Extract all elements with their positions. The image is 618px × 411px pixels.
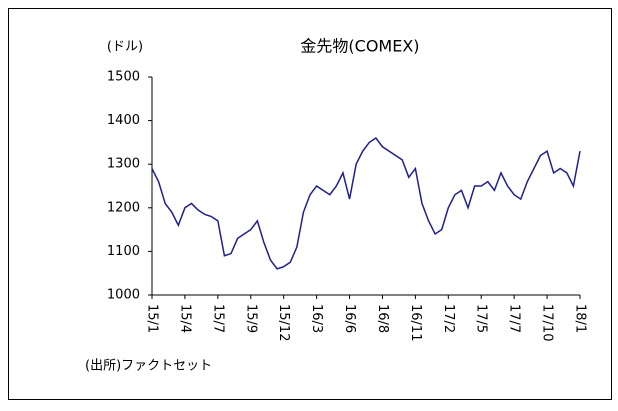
source: (出所)ファクトセット [85,359,212,374]
x-tick-label: 16/3 [309,304,324,333]
x-tick-label: 15/12 [276,304,291,341]
x-tick-label: 16/11 [408,304,423,341]
x-tick-label: 15/7 [210,304,225,333]
x-tick-label: 18/1 [573,304,588,333]
y-tick-label: 1300 [107,157,140,172]
x-tick-label: 17/7 [507,304,522,333]
y-tick-label: 1500 [107,70,140,85]
x-tick-label: 17/2 [441,304,456,333]
x-tick-label: 17/5 [474,304,489,333]
x-tick-label: 15/1 [145,304,160,333]
y-tick-label: 1200 [107,200,140,215]
frame [8,8,612,400]
x-tick-label: 15/9 [243,304,258,333]
chart-title: 金先物(COMEX) [300,37,419,56]
y-tick-label: 1000 [107,288,140,303]
x-tick-label: 15/4 [177,304,192,333]
x-tick-label: 17/10 [540,304,555,341]
line-series [151,137,581,270]
y-tick-label: 1100 [107,244,140,259]
x-tick-label: 16/6 [342,304,357,333]
y-tick-label: 1400 [107,113,140,128]
unit-label: (ドル) [107,40,143,55]
x-tick-label: 16/8 [375,304,390,333]
